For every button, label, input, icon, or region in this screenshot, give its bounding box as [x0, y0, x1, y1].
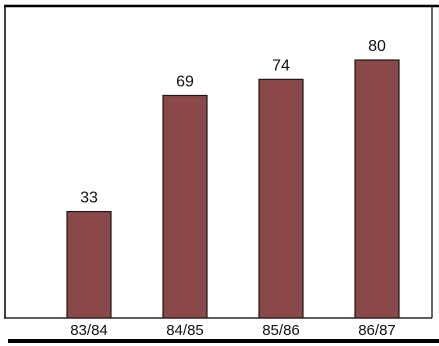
- value-label-86-87: 80: [368, 38, 386, 55]
- category-labels-layer: 83/84 84/85 85/86 86/87: [70, 322, 396, 339]
- x-tick-label-83-84: 83/84: [70, 322, 108, 339]
- value-label-83-84: 33: [80, 190, 98, 207]
- bar-84-85: [162, 94, 208, 319]
- x-tick-label-85-86: 85/86: [262, 322, 300, 339]
- bar-83-84: [66, 210, 112, 319]
- bar-86-87: [354, 59, 400, 319]
- value-label-84-85: 69: [176, 73, 194, 90]
- value-label-85-86: 74: [272, 57, 290, 74]
- value-labels-layer: 33 69 74 80: [80, 38, 386, 207]
- x-tick-label-84-85: 84/85: [166, 322, 204, 339]
- bars-layer: [66, 59, 400, 319]
- bar-85-86: [258, 78, 304, 319]
- x-tick-label-86-87: 86/87: [358, 322, 396, 339]
